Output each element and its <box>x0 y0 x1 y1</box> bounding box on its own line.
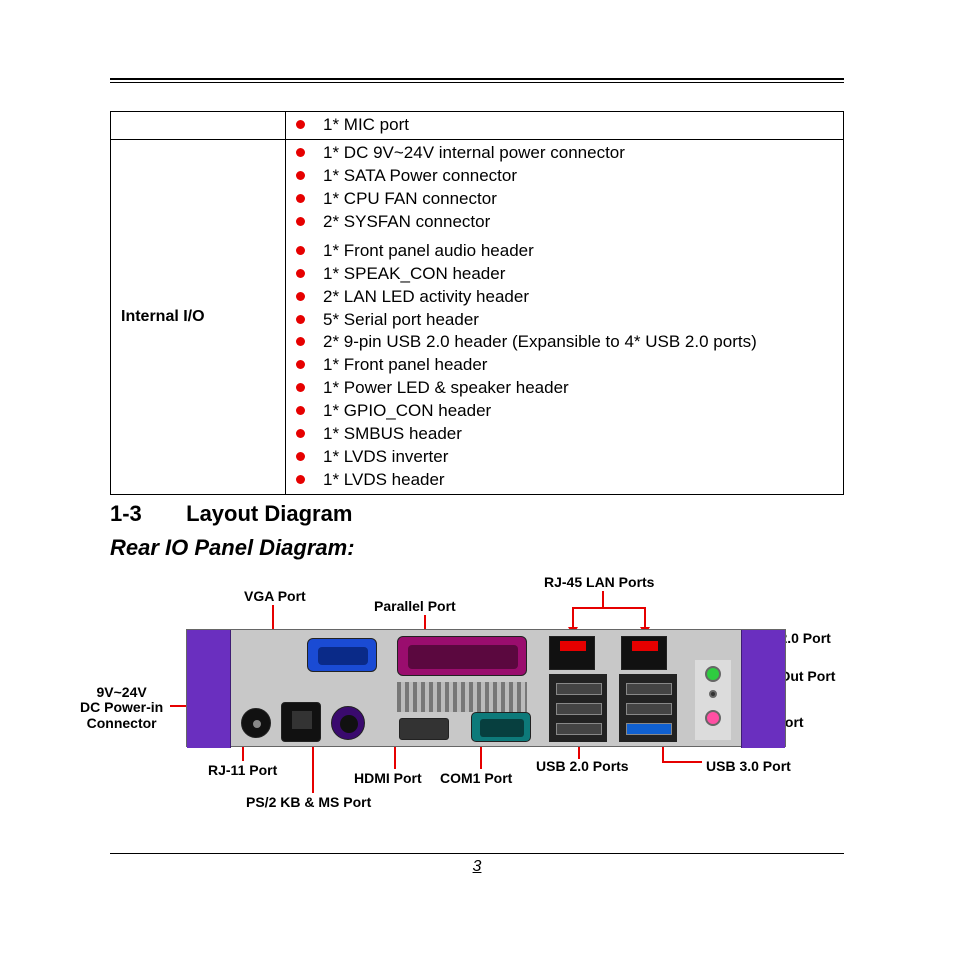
vent-grill <box>397 682 527 712</box>
top-double-rule <box>110 78 844 83</box>
list-item: 2* 9-pin USB 2.0 header (Expansible to 4… <box>316 331 837 354</box>
row2-cell: 1* DC 9V~24V internal power connector 1*… <box>286 139 844 494</box>
list-item: 1* GPIO_CON header <box>316 400 837 423</box>
rj45-port-1 <box>549 636 595 670</box>
arrow-line <box>272 605 274 631</box>
footer-rule <box>110 853 844 854</box>
callout-rj45: RJ-45 LAN Ports <box>544 575 654 590</box>
list-item: 5* Serial port header <box>316 309 837 332</box>
mount-plate-right <box>741 630 785 748</box>
dc-line3: Connector <box>87 715 157 731</box>
rj11-port <box>281 702 321 742</box>
dc-line2: DC Power-in <box>80 699 163 715</box>
list-item: 1* LVDS inverter <box>316 446 837 469</box>
com1-port <box>471 712 531 742</box>
list-item: 1* Power LED & speaker header <box>316 377 837 400</box>
callout-rj11: RJ-11 Port <box>208 763 277 778</box>
callout-parallel: Parallel Port <box>374 599 456 614</box>
callout-dc: 9V~24V DC Power-in Connector <box>80 685 163 731</box>
arrow-line <box>602 591 604 607</box>
callout-hdmi: HDMI Port <box>354 771 422 786</box>
section-heading: 1-3 Layout Diagram <box>110 501 844 527</box>
hdmi-port <box>399 718 449 740</box>
list-item: 2* LAN LED activity header <box>316 286 837 309</box>
arrow-line <box>572 607 646 609</box>
section-number: 1-3 <box>110 501 180 527</box>
audio-block <box>695 660 731 740</box>
vga-port <box>307 638 377 672</box>
arrow-line <box>662 761 702 763</box>
callout-ps2: PS/2 KB & MS Port <box>246 795 371 810</box>
table-row: 1* MIC port <box>111 112 844 140</box>
usb-stack-1 <box>549 674 607 742</box>
rj45-port-2 <box>621 636 667 670</box>
mount-plate-left <box>187 630 231 748</box>
callout-vga: VGA Port <box>244 589 306 604</box>
list-item: 1* DC 9V~24V internal power connector <box>316 142 837 165</box>
list-item: 1* Front panel header <box>316 354 837 377</box>
list-item: 1* LVDS header <box>316 469 837 492</box>
list-item: 1* CPU FAN connector <box>316 188 837 211</box>
mic-jack <box>705 710 721 726</box>
list-item: 2* SYSFAN connector <box>316 211 837 234</box>
list-item: 1* SMBUS header <box>316 423 837 446</box>
list-item: 1* Front panel audio header <box>316 240 837 263</box>
arrow-line <box>644 607 646 629</box>
dc-line1: 9V~24V <box>97 684 147 700</box>
list-item: 1* SPEAK_CON header <box>316 263 837 286</box>
parallel-port <box>397 636 527 676</box>
row1-cell: 1* MIC port <box>286 112 844 140</box>
row1-label <box>111 112 286 140</box>
list-item: 1* MIC port <box>316 114 837 137</box>
sub-heading: Rear IO Panel Diagram: <box>110 535 844 561</box>
arrow-line <box>572 607 574 629</box>
page-footer: 3 <box>110 853 844 876</box>
callout-usb30: USB 3.0 Port <box>706 759 791 774</box>
io-panel <box>186 629 786 747</box>
usb-stack-2 <box>619 674 677 742</box>
list-item: 1* SATA Power connector <box>316 165 837 188</box>
row2-label: Internal I/O <box>111 139 286 494</box>
arrow-line <box>312 743 314 793</box>
callout-com1: COM1 Port <box>440 771 512 786</box>
callout-usb20s: USB 2.0 Ports <box>536 759 629 774</box>
rear-io-diagram: VGA Port Parallel Port RJ-45 LAN Ports U… <box>86 571 846 831</box>
ps2-port <box>331 706 365 740</box>
table-row: Internal I/O 1* DC 9V~24V internal power… <box>111 139 844 494</box>
audio-hole <box>709 690 717 698</box>
spec-table: 1* MIC port Internal I/O 1* DC 9V~24V in… <box>110 111 844 495</box>
page-number: 3 <box>473 858 482 875</box>
section-title: Layout Diagram <box>186 501 352 526</box>
lineout-jack <box>705 666 721 682</box>
dc-jack <box>241 708 271 738</box>
